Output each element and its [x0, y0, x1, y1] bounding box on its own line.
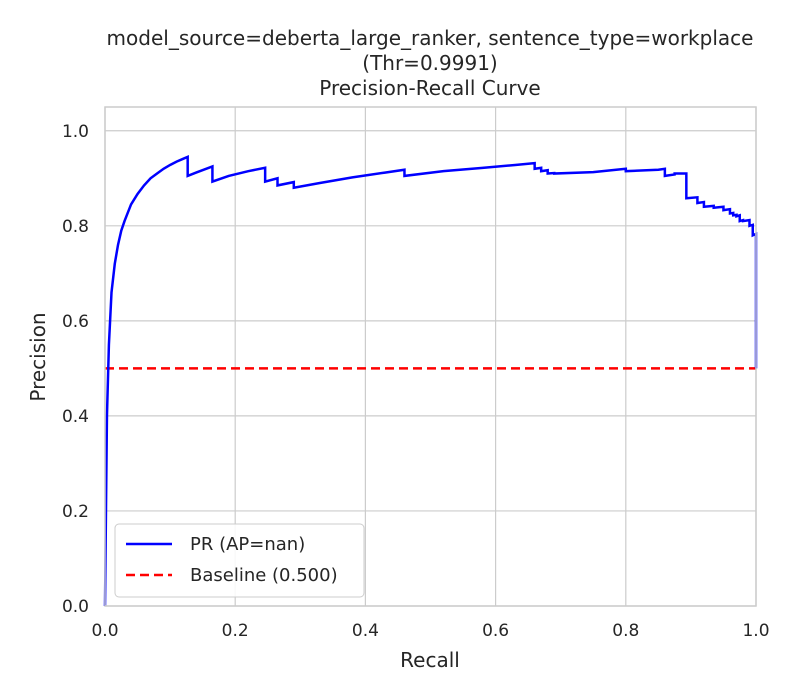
x-tick-label: 0.2	[222, 621, 249, 641]
y-tick-label: 1.0	[62, 122, 89, 142]
tick-labels: 0.0 0.2 0.4 0.6 0.8 1.0 0.0 0.2 0.4 0.6 0.8 1.0	[62, 122, 770, 641]
plot-frame	[104, 106, 757, 607]
y-axis-label: Precision	[26, 312, 50, 401]
chart-title-line-1: model_source=deberta_large_ranker, sente…	[107, 26, 754, 50]
pr-curve-line	[103, 155, 758, 607]
legend-box	[114, 523, 365, 598]
y-tick-label: 0.4	[62, 407, 89, 427]
legend-label-pr: PR (AP=nan)	[190, 534, 305, 555]
y-tick-label: 0.0	[62, 597, 89, 617]
plot-area	[105, 107, 756, 606]
chart-title-line-2: (Thr=0.9991)	[362, 51, 497, 75]
x-tick-label: 0.0	[91, 621, 118, 641]
legend-label-baseline: Baseline (0.500)	[190, 565, 338, 586]
y-tick-label: 0.2	[62, 502, 89, 522]
y-tick-label: 0.8	[62, 217, 89, 237]
x-axis-label: Recall	[400, 648, 460, 672]
x-tick-label: 0.8	[612, 621, 639, 641]
legend: PR (AP=nan) Baseline (0.500)	[114, 523, 365, 598]
chart-title-line-3: Precision-Recall Curve	[319, 76, 540, 100]
x-tick-label: 0.4	[352, 621, 379, 641]
x-tick-label: 0.6	[482, 621, 509, 641]
series-layer	[103, 155, 758, 607]
y-tick-label: 0.6	[62, 312, 89, 332]
x-tick-label: 1.0	[742, 621, 769, 641]
